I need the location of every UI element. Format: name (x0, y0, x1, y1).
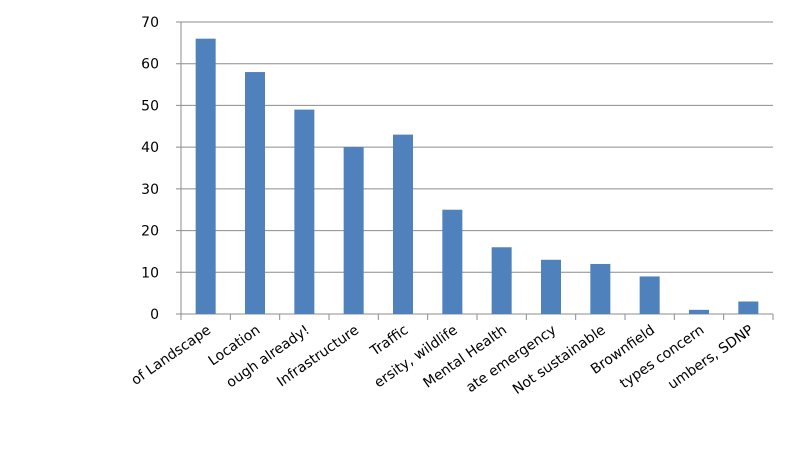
y-tick-label: 50 (141, 98, 159, 114)
bar (590, 263, 611, 314)
bar (294, 109, 315, 314)
bar (689, 309, 709, 314)
bar (343, 147, 364, 314)
x-tick-label: types concern (617, 322, 707, 392)
y-tick-label: 30 (141, 182, 159, 198)
x-tick-label: ough already! (224, 322, 313, 391)
x-tick-label: ersity, wildlife (371, 322, 460, 391)
bar (738, 301, 759, 314)
bar (393, 134, 413, 314)
bar (245, 72, 265, 314)
x-tick-label: umbers, SDNP (665, 322, 757, 393)
y-tick-label: 60 (141, 57, 159, 73)
y-tick-label: 10 (141, 265, 159, 281)
y-tick-label: 20 (141, 224, 159, 240)
bar (195, 38, 216, 314)
y-tick-label: 70 (141, 15, 159, 31)
bar (442, 209, 463, 314)
y-tick-label: 40 (141, 140, 159, 156)
bar (541, 259, 561, 314)
bar (639, 276, 660, 314)
bar (491, 247, 512, 314)
x-tick-label: of Landscape (128, 322, 213, 389)
y-tick-label: 0 (150, 307, 159, 323)
